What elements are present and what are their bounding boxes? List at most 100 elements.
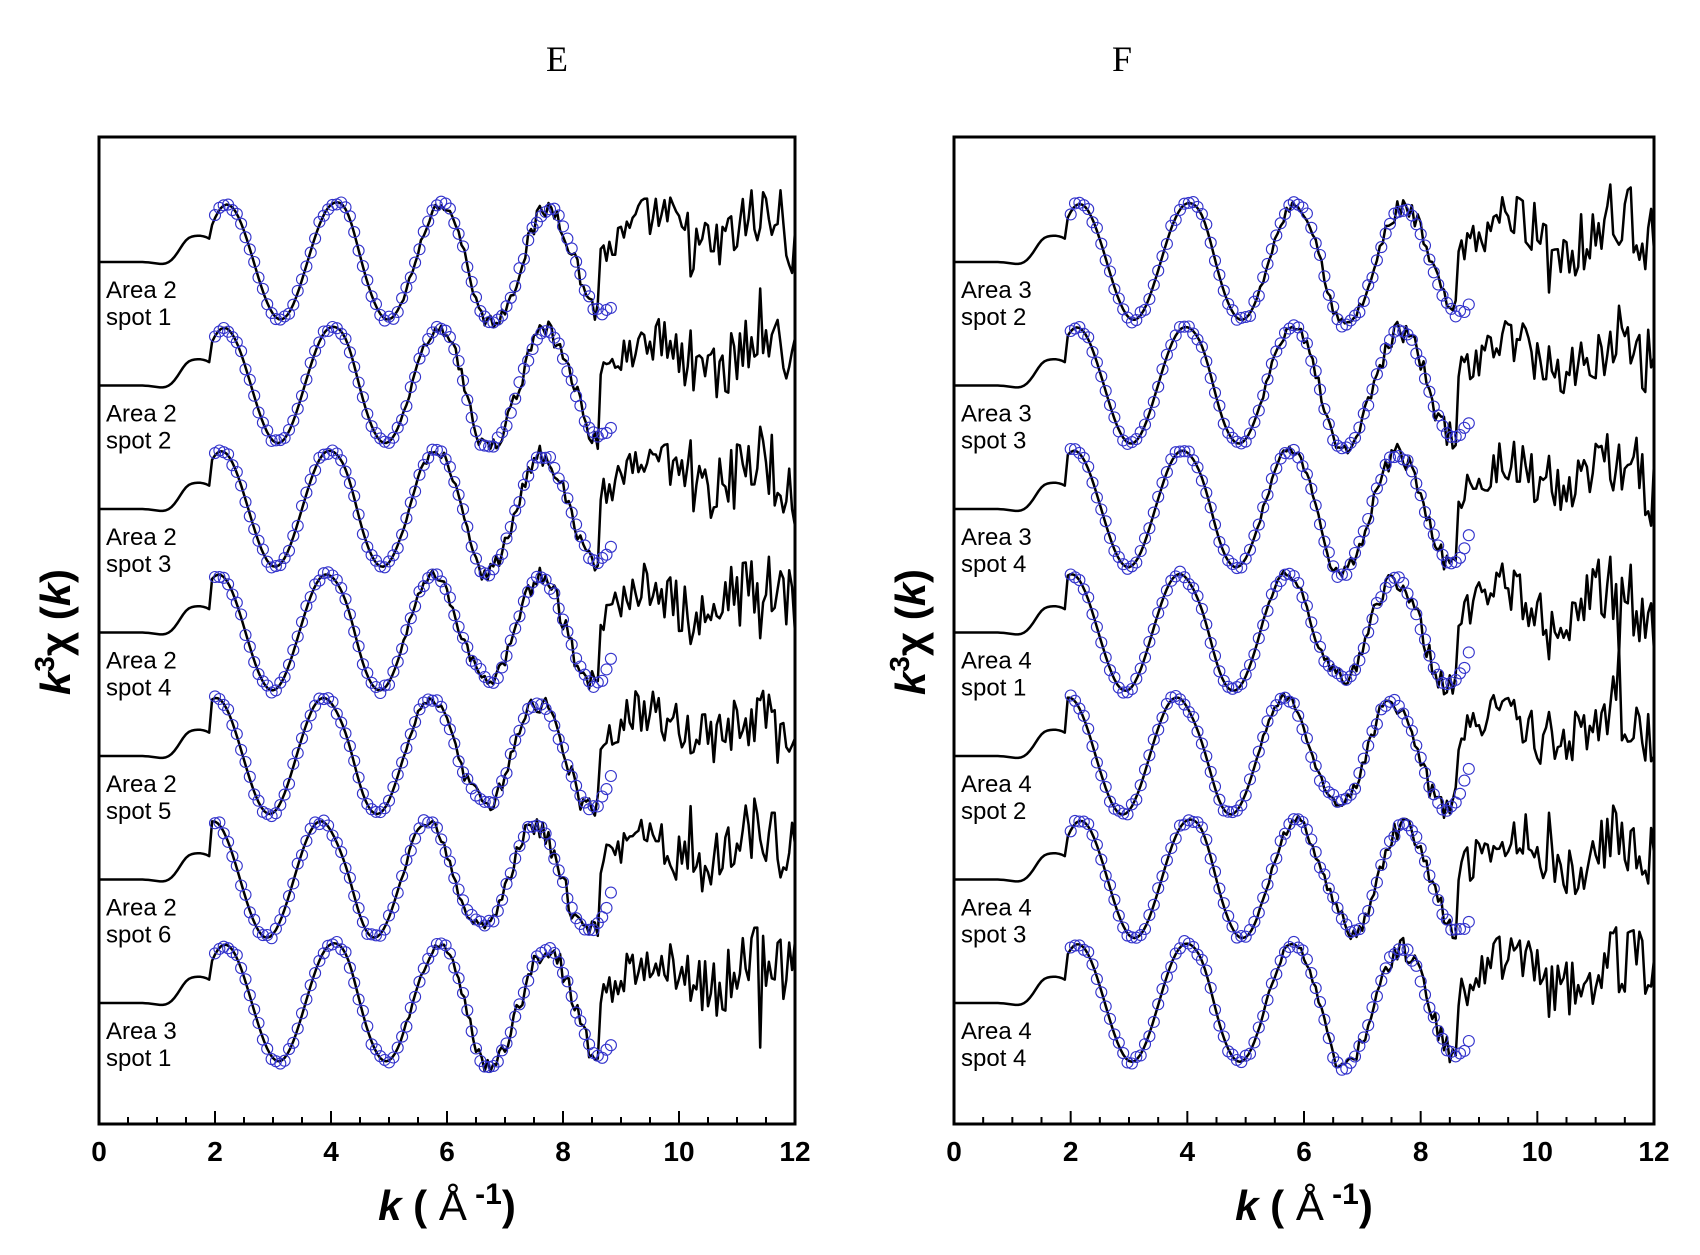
fit-point [1064, 208, 1077, 221]
fit-point [339, 332, 352, 345]
fit-point [1208, 254, 1222, 267]
fit-point [591, 800, 604, 813]
fit-point [222, 703, 235, 716]
fit-point [1261, 878, 1274, 891]
fit-point [1204, 852, 1217, 865]
fit-point [287, 414, 300, 427]
fit-point [578, 923, 591, 936]
fit-point [1261, 373, 1274, 386]
fit-point [1252, 632, 1265, 645]
fit-point [1278, 326, 1292, 339]
fit-point [404, 496, 417, 509]
fit-point [1318, 270, 1331, 283]
trace-label-line2: spot 2 [106, 428, 171, 455]
fit-point [278, 1054, 291, 1067]
fit-point [248, 913, 261, 926]
fit-point [570, 779, 583, 792]
fit-point [1440, 556, 1453, 569]
fit-point [1449, 555, 1462, 569]
fit-point [1449, 673, 1462, 686]
x-tick-label: 8 [555, 1136, 571, 1167]
fit-point [295, 848, 309, 862]
fit-point [1405, 333, 1418, 346]
fit-point [1195, 602, 1208, 615]
fit-point [1208, 865, 1222, 878]
fit-point [1370, 990, 1383, 1003]
fit-point [1090, 491, 1103, 504]
fit-point [295, 273, 309, 286]
fit-point [517, 986, 530, 999]
fit-point [1156, 363, 1169, 376]
fit-point [435, 833, 448, 846]
fit-point [1458, 542, 1471, 555]
fit-point [1108, 544, 1121, 557]
fit-point [1313, 383, 1327, 396]
fit-point [348, 889, 361, 902]
fit-point [400, 742, 413, 755]
fit-point [1410, 739, 1423, 752]
fit-point [1318, 655, 1331, 668]
fit-point [452, 755, 465, 768]
fit-point [295, 615, 309, 629]
fit-point [1082, 460, 1095, 473]
fit-point [1401, 454, 1414, 467]
fit-point [1090, 756, 1103, 769]
fit-point [461, 904, 474, 917]
fit-point [1458, 922, 1471, 935]
x-tick-label: 12 [779, 1136, 810, 1167]
fit-point [1296, 330, 1309, 343]
fit-point [422, 816, 435, 829]
fit-point [1152, 723, 1165, 736]
fit-point [230, 207, 243, 220]
fit-point [356, 260, 369, 273]
fit-point [448, 872, 461, 885]
fit-point [243, 906, 256, 919]
measured-line-3 [954, 433, 1656, 578]
fit-point [1335, 670, 1348, 683]
fit-point [1362, 399, 1375, 412]
fit-point [483, 796, 496, 809]
fit-point [526, 960, 539, 973]
fit-point [361, 666, 374, 680]
fit-point [1357, 295, 1370, 308]
fit-point [282, 890, 296, 903]
fit-point [452, 883, 465, 896]
fit-point [304, 246, 317, 259]
fit-point [300, 373, 313, 386]
fit-point [1252, 289, 1265, 302]
fit-point [396, 869, 409, 883]
trace-label-line2: spot 2 [961, 798, 1026, 825]
fit-point [1313, 518, 1327, 531]
fit-point [1090, 620, 1103, 633]
fit-point [1388, 830, 1401, 843]
fit-point [430, 821, 443, 834]
fit-point [1187, 940, 1200, 953]
fit-point [1208, 518, 1222, 531]
fit-point [1418, 239, 1432, 252]
fit-point [443, 202, 456, 215]
fit-point [1191, 200, 1204, 213]
fit-point [1348, 546, 1362, 560]
fit-point [391, 768, 404, 781]
fit-point [1103, 531, 1117, 544]
fit-point [1401, 587, 1414, 600]
fit-point [530, 950, 543, 963]
fit-point [326, 320, 339, 334]
trace-label-line1: Area 2 [106, 524, 177, 551]
fit-point [343, 608, 356, 621]
fit-point [1200, 750, 1213, 763]
fit-point [1300, 823, 1313, 836]
fit-point [469, 658, 483, 671]
panel-f-x-axis-close: ) [1359, 1182, 1373, 1229]
fit-point [474, 662, 487, 676]
fit-point [1195, 340, 1208, 353]
fit-point [217, 698, 230, 711]
fit-point [1130, 433, 1143, 446]
fit-point [513, 376, 526, 389]
fit-point [1410, 608, 1423, 621]
fit-point [1287, 697, 1300, 710]
fit-point [1095, 636, 1108, 649]
fit-point [396, 528, 409, 541]
fit-point [535, 451, 548, 464]
